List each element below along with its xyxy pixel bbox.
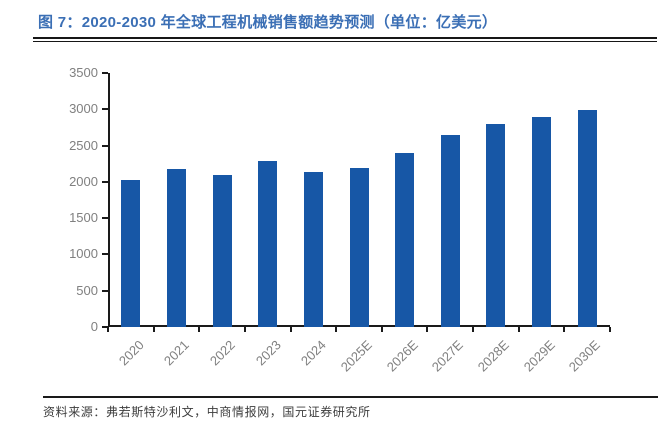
- y-axis-tick-label: 0: [90, 319, 98, 334]
- y-axis-tick-label: 3500: [69, 65, 98, 80]
- y-axis-tick-mark: [102, 108, 108, 111]
- x-axis-tick-label: 2025E: [337, 337, 375, 375]
- bar-2025E: [349, 168, 369, 327]
- y-axis-tick-mark: [102, 217, 108, 220]
- y-axis-tick-label: 2000: [69, 173, 98, 189]
- y-axis-tick-label: 2500: [69, 137, 98, 153]
- x-axis-tick-label: 2020: [115, 337, 147, 369]
- x-axis-tick-mark: [472, 327, 475, 332]
- y-axis-tick-mark: [102, 326, 108, 328]
- bar-2023: [258, 160, 278, 327]
- title-separator-rule: [33, 37, 657, 42]
- bar-2021: [166, 168, 186, 327]
- source-attribution: 资料来源：弗若斯特沙利文，中商情报网，国元证券研究所: [43, 405, 371, 419]
- x-axis-tick-mark: [289, 327, 292, 332]
- x-axis-tick-label: 2021: [161, 337, 193, 369]
- y-axis-tick-mark: [102, 180, 108, 183]
- y-axis-tick-mark: [102, 144, 108, 147]
- bar-2022: [212, 175, 232, 327]
- x-axis-tick-label: 2027E: [428, 337, 467, 375]
- y-axis-tick-label: 1000: [69, 246, 98, 262]
- y-axis-tick-mark: [102, 289, 108, 292]
- x-axis-tick-mark: [243, 327, 246, 332]
- y-axis-tick-label: 3000: [69, 101, 98, 117]
- x-axis-tick-label: 2024: [298, 337, 330, 369]
- y-axis-tick-label: 500: [76, 282, 98, 298]
- y-axis-tick-mark: [102, 253, 108, 256]
- footer-separator-rule: [43, 396, 658, 398]
- x-axis-tick-mark: [380, 327, 383, 332]
- bar-2029E: [532, 117, 552, 327]
- bar-2020: [121, 180, 141, 327]
- x-axis-tick-label: 2026E: [383, 337, 421, 375]
- x-axis-tick-mark: [426, 327, 429, 332]
- x-axis-tick-label: 2022: [206, 337, 238, 369]
- figure-title: 图 7：2020-2030 年全球工程机械销售额趋势预测（单位：亿美元）: [38, 14, 498, 31]
- x-axis-tick-mark: [152, 327, 155, 332]
- x-axis-tick-mark: [107, 327, 109, 332]
- bar-2028E: [486, 123, 506, 327]
- x-axis-tick-label: 2030E: [565, 337, 604, 375]
- y-axis-tick-label: 1500: [69, 210, 98, 226]
- x-axis-tick-label: 2028E: [474, 337, 512, 375]
- x-axis-tick-label: 2029E: [520, 337, 558, 375]
- bar-2024: [303, 171, 323, 327]
- x-axis-tick-mark: [335, 327, 338, 332]
- bar-2030E: [577, 110, 597, 327]
- x-axis-tick-mark: [609, 327, 611, 332]
- x-axis-tick-mark: [517, 327, 520, 332]
- x-axis-tick-mark: [198, 327, 201, 332]
- y-axis-tick-mark: [102, 72, 108, 74]
- x-axis-tick-mark: [563, 327, 566, 332]
- bar-2026E: [395, 152, 415, 327]
- x-axis-tick-label: 2023: [252, 337, 284, 369]
- bar-2027E: [440, 134, 460, 327]
